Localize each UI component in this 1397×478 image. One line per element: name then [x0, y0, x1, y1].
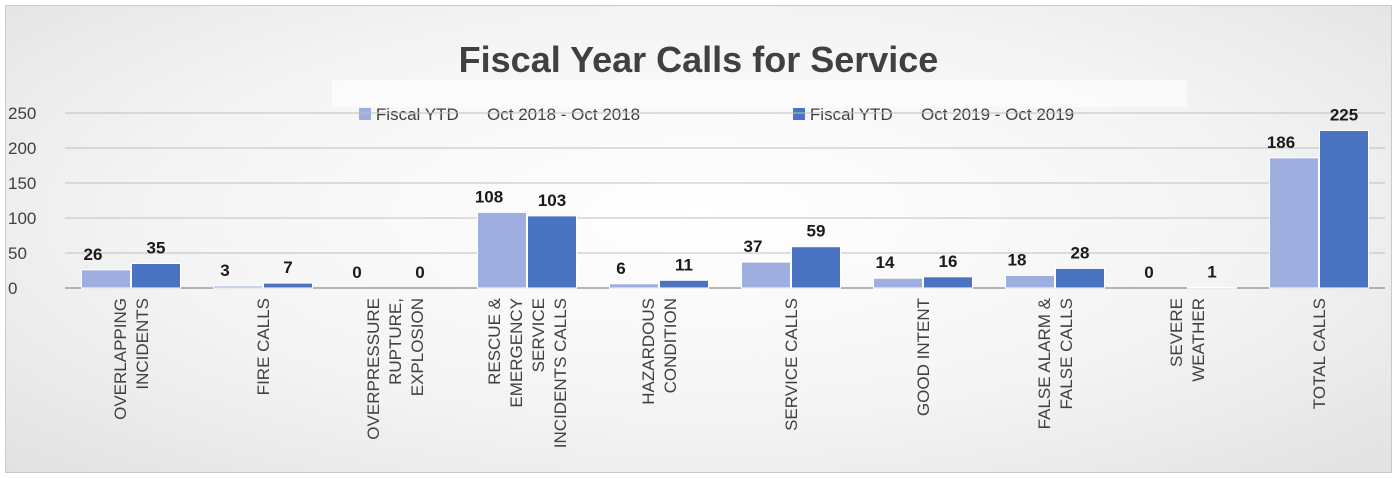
data-label-s1-4: 6: [616, 259, 625, 278]
x-category-label-line: OVERPRESSURE: [364, 298, 383, 440]
data-label-s2-4: 11: [675, 255, 693, 274]
x-category-label-1: FIRE CALLS: [254, 298, 273, 395]
data-label-s2-3: 103: [538, 191, 566, 210]
x-category-label-5: SERVICE CALLS: [782, 298, 801, 431]
y-tick-label-150: 150: [8, 174, 36, 193]
x-category-label-line: FALSE ALARM &: [1035, 297, 1054, 429]
data-label-s2-6: 16: [939, 252, 958, 271]
bar-s1-4: [610, 284, 659, 288]
x-category-label-line: FIRE CALLS: [254, 298, 273, 395]
bar-s2-7: [1056, 268, 1105, 288]
bar-s2-9: [1320, 131, 1369, 289]
x-category-label-line: HAZARDOUS: [639, 298, 658, 405]
x-category-label-8: SEVERE WEATHER: [1167, 298, 1208, 382]
bar-s2-8: [1188, 287, 1237, 288]
x-category-label-line: FALSE CALLS: [1057, 298, 1076, 410]
x-category-label-9: TOTAL CALLS: [1310, 298, 1329, 409]
x-category-label-line: RESCUE &: [485, 297, 504, 385]
x-category-label-0: OVERLAPPING INCIDENTS: [111, 298, 152, 420]
x-category-label-line: SERVICE: [529, 298, 548, 372]
data-label-s1-5: 37: [744, 237, 763, 256]
bar-s1-0: [82, 270, 131, 288]
bar-s1-3: [478, 212, 527, 288]
bar-s1-5: [742, 262, 791, 288]
data-label-s1-0: 26: [84, 245, 103, 264]
y-tick-label-200: 200: [8, 139, 36, 158]
y-tick-label-0: 0: [8, 279, 17, 298]
bar-s2-5: [792, 247, 841, 288]
bar-s1-9: [1270, 158, 1319, 288]
bar-s1-1: [214, 286, 263, 288]
data-label-s1-2: 0: [352, 263, 361, 282]
bar-s2-1: [264, 283, 313, 288]
data-label-s1-8: 0: [1144, 263, 1153, 282]
data-label-s1-3: 108: [475, 187, 503, 206]
x-category-label-line: INCIDENTS: [133, 298, 152, 390]
bar-s1-6: [874, 278, 923, 288]
y-tick-label-100: 100: [8, 209, 36, 228]
x-category-label-6: GOOD INTENT: [914, 298, 933, 416]
x-category-label-line: EXPLOSION: [408, 298, 427, 396]
y-tick-label-50: 50: [8, 244, 27, 263]
x-category-label-line: EMERGENCY: [507, 298, 526, 408]
data-label-s2-0: 35: [147, 239, 166, 258]
x-category-label-line: TOTAL CALLS: [1310, 298, 1329, 409]
x-category-label-7: FALSE ALARM & FALSE CALLS: [1035, 297, 1076, 429]
data-label-s2-5: 59: [807, 222, 826, 241]
x-category-label-line: SEVERE: [1167, 298, 1186, 367]
x-category-label-line: INCIDENTS CALLS: [551, 298, 570, 448]
bar-s1-7: [1006, 275, 1055, 288]
x-category-label-2: OVERPRESSURE RUPTURE, EXPLOSION: [364, 298, 427, 440]
x-category-label-line: SERVICE CALLS: [782, 298, 801, 431]
data-label-s1-1: 3: [220, 261, 229, 280]
x-category-label-line: RUPTURE,: [386, 298, 405, 385]
data-label-s1-9: 186: [1267, 133, 1295, 152]
x-category-label-line: CONDITION: [661, 298, 680, 393]
data-label-s2-9: 225: [1330, 106, 1358, 125]
x-category-label-3: RESCUE & EMERGENCY SERVICE INCIDENTS CALLS: [485, 297, 570, 448]
data-label-s2-8: 1: [1207, 262, 1216, 281]
data-label-s2-1: 7: [283, 258, 292, 277]
x-category-label-line: GOOD INTENT: [914, 298, 933, 416]
x-category-label-line: WEATHER: [1189, 298, 1208, 382]
bar-s2-4: [660, 280, 709, 288]
x-category-label-line: OVERLAPPING: [111, 298, 130, 420]
bar-s2-0: [132, 264, 181, 289]
x-category-label-4: HAZARDOUS CONDITION: [639, 298, 680, 405]
bar-s2-3: [528, 216, 577, 288]
data-label-s1-7: 18: [1008, 250, 1027, 269]
data-label-s1-6: 14: [876, 253, 895, 272]
data-label-s2-2: 0: [415, 263, 424, 282]
bar-s2-6: [924, 277, 973, 288]
data-label-s2-7: 28: [1071, 243, 1090, 262]
y-tick-label-250: 250: [8, 104, 36, 123]
